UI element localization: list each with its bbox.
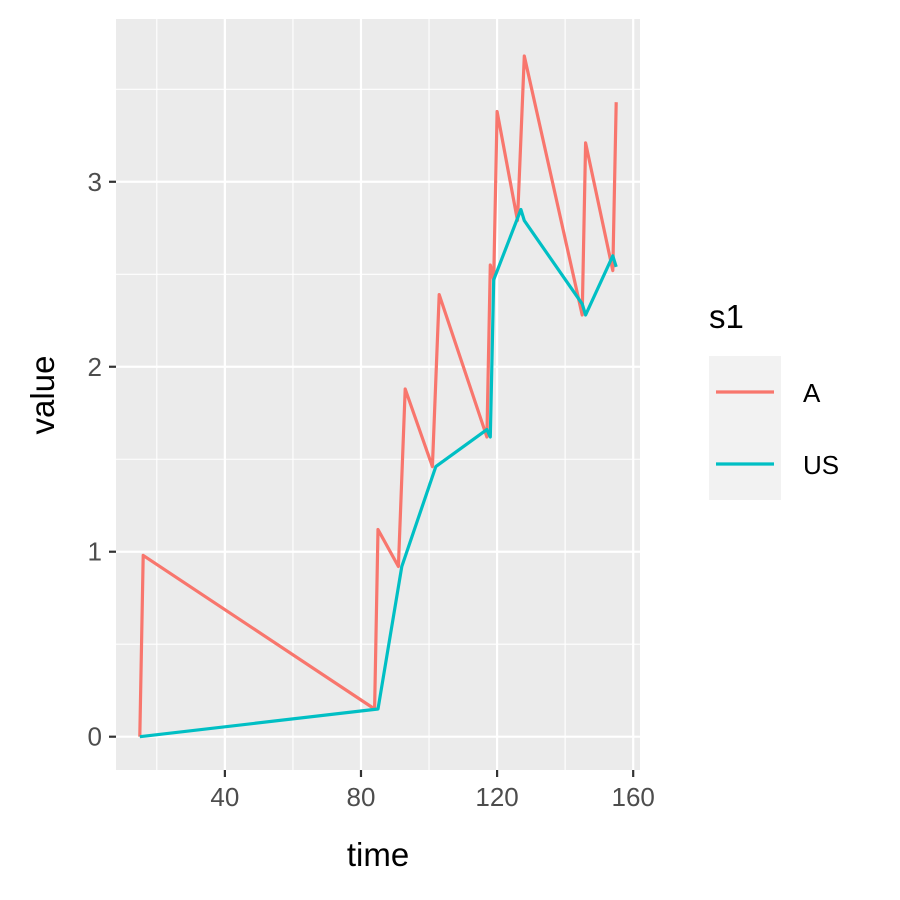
x-tick-label: 80 xyxy=(347,782,376,812)
y-tick-label: 2 xyxy=(88,352,102,382)
series-line-a xyxy=(138,54,618,737)
y-tick-label: 3 xyxy=(88,167,102,197)
x-axis-title: time xyxy=(347,836,409,873)
plot-panel xyxy=(116,19,640,770)
x-tick-label: 120 xyxy=(475,782,518,812)
y-tick-label: 1 xyxy=(88,537,102,567)
axes: 40 80 120 160 0 1 2 3 xyxy=(88,167,655,812)
x-tick-label: 160 xyxy=(611,782,654,812)
series-lines xyxy=(138,54,618,739)
x-tick-label: 40 xyxy=(210,782,239,812)
legend-title: s1 xyxy=(709,298,744,335)
series-line-us xyxy=(139,207,618,739)
y-tick-label: 0 xyxy=(88,722,102,752)
legend-label-us: US xyxy=(803,450,839,480)
legend: s1 A US xyxy=(709,298,839,500)
legend-label-a: A xyxy=(803,378,821,408)
y-axis-title: value xyxy=(24,356,61,435)
legend-key-background xyxy=(709,356,781,500)
minor-gridlines xyxy=(116,19,640,770)
